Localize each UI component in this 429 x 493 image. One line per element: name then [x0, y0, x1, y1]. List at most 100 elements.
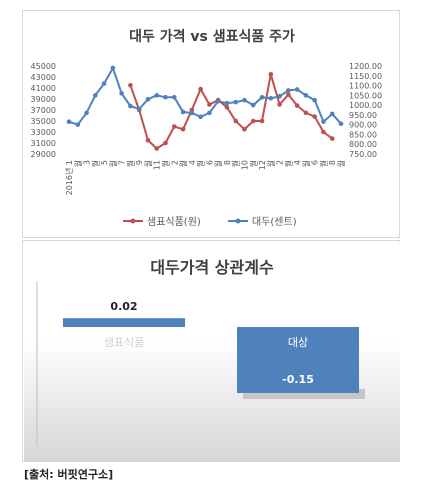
y-left-tick-label: 45000	[31, 62, 56, 71]
series-point-0	[198, 86, 203, 92]
series-point-1	[154, 93, 160, 98]
series-point-1	[268, 95, 274, 101]
series-point-0	[171, 124, 177, 129]
series-point-1	[101, 81, 107, 86]
series-point-1	[338, 121, 344, 126]
series-point-1	[242, 97, 247, 103]
x-tick-label: 10	[240, 160, 249, 170]
bar-0	[63, 318, 185, 327]
x-tick-label: 2016년 1	[64, 160, 74, 195]
series-point-1	[145, 96, 151, 102]
series-point-0	[259, 118, 265, 124]
series-point-1	[321, 119, 326, 125]
series-point-1	[277, 94, 282, 99]
series-point-1	[128, 103, 133, 109]
x-tick-label: 월	[125, 160, 135, 167]
series-point-1	[259, 94, 265, 100]
series-point-1	[294, 87, 300, 92]
x-tick-label: 월	[178, 160, 188, 167]
line-chart: 대두 가격 vs 샘표식품 주가 29000 31000 33000 35000 3700…	[31, 28, 383, 228]
y-left-tick-label: 37000	[31, 106, 56, 115]
chart-title: 대두 가격 vs 샘표식품 주가	[129, 28, 295, 45]
y-left-tick-label: 31000	[31, 139, 56, 148]
source-note: [출처: 버핏연구소]	[24, 468, 114, 481]
series-point-1	[329, 111, 335, 117]
series-point-1	[84, 110, 89, 116]
x-tick-label: 8	[328, 160, 337, 165]
y-right-tick-label: 1050.00	[349, 91, 382, 100]
bar-value-label-1: -0.15	[282, 373, 314, 386]
y-right-tick-label: 800.00	[349, 140, 377, 149]
series-point-0	[250, 118, 256, 124]
y-right-tick-label: 750.00	[349, 150, 377, 159]
y-left-tick-label: 33000	[31, 128, 56, 137]
x-tick-label: 월	[196, 160, 206, 167]
x-tick-label: 11	[153, 160, 162, 170]
category-label-1: 대상	[288, 336, 308, 349]
bar-chart: 대두가격 상관계수 0.02 샘표식품 -0.15 대상	[24, 242, 400, 462]
legend-marker-0	[130, 218, 136, 224]
x-tick-label: 4	[188, 160, 197, 165]
y-right-tick-label: 950.00	[349, 111, 377, 120]
series-point-1	[303, 93, 309, 98]
series-point-1	[136, 106, 142, 112]
x-tick-label: 월	[318, 160, 328, 167]
series-point-0	[154, 146, 160, 151]
series-point-0	[145, 137, 151, 143]
x-tick-label: 월	[336, 160, 346, 167]
line-chart-panel: 대두 가격 vs 샘표식품 주가 29000 31000 33000 35000 3700…	[22, 10, 400, 238]
x-tick-label: 9	[135, 160, 144, 165]
series-point-0	[312, 114, 317, 119]
x-tick-label: 월	[213, 160, 223, 167]
x-tick-label: 4	[293, 160, 302, 165]
legend-label-1: 대두(센트)	[252, 216, 297, 228]
x-tick-label: 12	[258, 160, 267, 170]
series-point-1	[93, 93, 98, 98]
x-tick-label: 월	[248, 160, 258, 167]
series-point-0	[294, 103, 300, 108]
legend-label-0: 샘표식품(원)	[147, 216, 201, 228]
series-point-1	[180, 109, 186, 115]
series-point-0	[207, 102, 212, 107]
x-tick-label: 3	[83, 160, 92, 165]
series-line-0	[129, 74, 333, 150]
bar-1	[237, 327, 359, 393]
x-tick-label: 5	[100, 160, 109, 165]
x-tick-label: 2	[276, 160, 285, 165]
chart-title: 대두가격 상관계수	[150, 258, 274, 277]
series-point-1	[66, 119, 72, 125]
series-point-1	[250, 102, 256, 108]
series-point-0	[163, 140, 168, 146]
series-point-0	[321, 129, 326, 135]
series-point-0	[224, 104, 230, 110]
y-left-tick-label: 39000	[31, 95, 56, 104]
x-tick-label: 6	[205, 160, 214, 165]
y-right-tick-label: 900.00	[349, 121, 377, 130]
series-point-1	[171, 94, 177, 100]
series-point-1	[189, 110, 195, 116]
x-tick-label: 월	[143, 160, 153, 167]
y-right-tick-label: 1100.00	[349, 82, 382, 91]
series-point-0	[286, 92, 291, 97]
series-point-1	[286, 88, 291, 93]
y-left-tick-label: 29000	[31, 150, 56, 159]
x-tick-label: 8	[223, 160, 232, 165]
series-point-0	[268, 71, 274, 77]
x-tick-label: 6	[311, 160, 320, 165]
bar-value-label-0: 0.02	[110, 300, 137, 313]
x-tick-label: 월	[301, 160, 311, 167]
bar-chart-panel: 대두가격 상관계수 0.02 샘표식품 -0.15 대상	[22, 240, 400, 462]
series-point-1	[312, 97, 317, 103]
bar-shadow	[243, 389, 365, 399]
series-point-1	[110, 65, 116, 71]
series-point-0	[180, 126, 186, 132]
series-point-0	[128, 82, 133, 88]
y-right-tick-label: 1000.00	[349, 101, 382, 110]
series-point-1	[119, 91, 124, 96]
category-label-0: 샘표식품	[104, 336, 144, 349]
x-tick-label: 월	[283, 160, 293, 167]
y-right-tick-label: 1200.00	[349, 62, 382, 71]
x-tick-label: 월	[266, 160, 276, 167]
legend-marker-1	[235, 218, 241, 224]
series-point-1	[233, 99, 239, 105]
